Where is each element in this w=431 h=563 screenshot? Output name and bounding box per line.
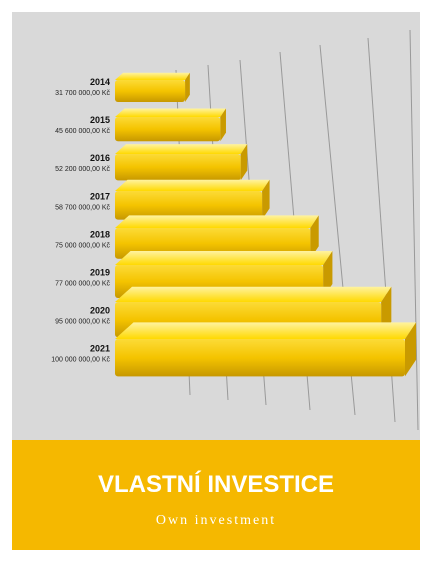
bar [115, 108, 226, 142]
bar-front [115, 154, 241, 181]
bar-end [240, 144, 248, 181]
category-label: 2016 [90, 153, 110, 163]
bar-tint [115, 117, 221, 142]
bar-top [115, 179, 270, 191]
bar-end [220, 108, 226, 142]
bar-end [310, 215, 319, 259]
chart-subtitle: Own investment [156, 513, 276, 528]
bar-top [115, 286, 392, 302]
chart-title: VLASTNÍ INVESTICE [98, 470, 334, 498]
value-label: 75 000 000,00 Kč [55, 242, 110, 249]
bar-top [115, 322, 417, 339]
bar-front [115, 191, 263, 220]
category-label: 2020 [90, 306, 110, 316]
bar-top [115, 215, 319, 228]
value-label: 45 600 000,00 Kč [55, 128, 110, 135]
bar-end [262, 179, 270, 220]
bar-end [323, 251, 333, 298]
category-label: 2019 [90, 268, 110, 278]
bar [115, 179, 270, 220]
bar [115, 322, 417, 377]
bar-tint [115, 154, 241, 181]
bar [115, 144, 248, 181]
value-label: 31 700 000,00 Kč [55, 90, 110, 97]
category-label: 2021 [90, 344, 110, 354]
bar-top [115, 108, 226, 117]
bar-front [115, 80, 186, 102]
category-label: 2015 [90, 115, 110, 125]
category-label: 2018 [90, 229, 110, 239]
bars [115, 72, 417, 377]
value-label: 52 200 000,00 Kč [55, 166, 110, 173]
bar-top [115, 144, 248, 154]
category-label: 2017 [90, 191, 110, 201]
bar-top [115, 251, 333, 265]
bar-tint [115, 191, 263, 220]
bar [115, 72, 190, 102]
bar-tint [115, 339, 405, 377]
value-label: 100 000 000,00 Kč [51, 357, 110, 364]
bar-tint [115, 80, 186, 102]
grid-line [409, 29, 419, 431]
category-label: 2014 [90, 77, 110, 87]
bar-front [115, 117, 221, 142]
bar-end [405, 322, 417, 377]
bar-top [115, 72, 190, 80]
value-label: 95 000 000,00 Kč [55, 319, 110, 326]
bar-front [115, 339, 405, 377]
bar-end [185, 72, 190, 102]
value-label: 58 700 000,00 Kč [55, 204, 110, 211]
title-band [12, 440, 420, 550]
value-label: 77 000 000,00 Kč [55, 281, 110, 288]
